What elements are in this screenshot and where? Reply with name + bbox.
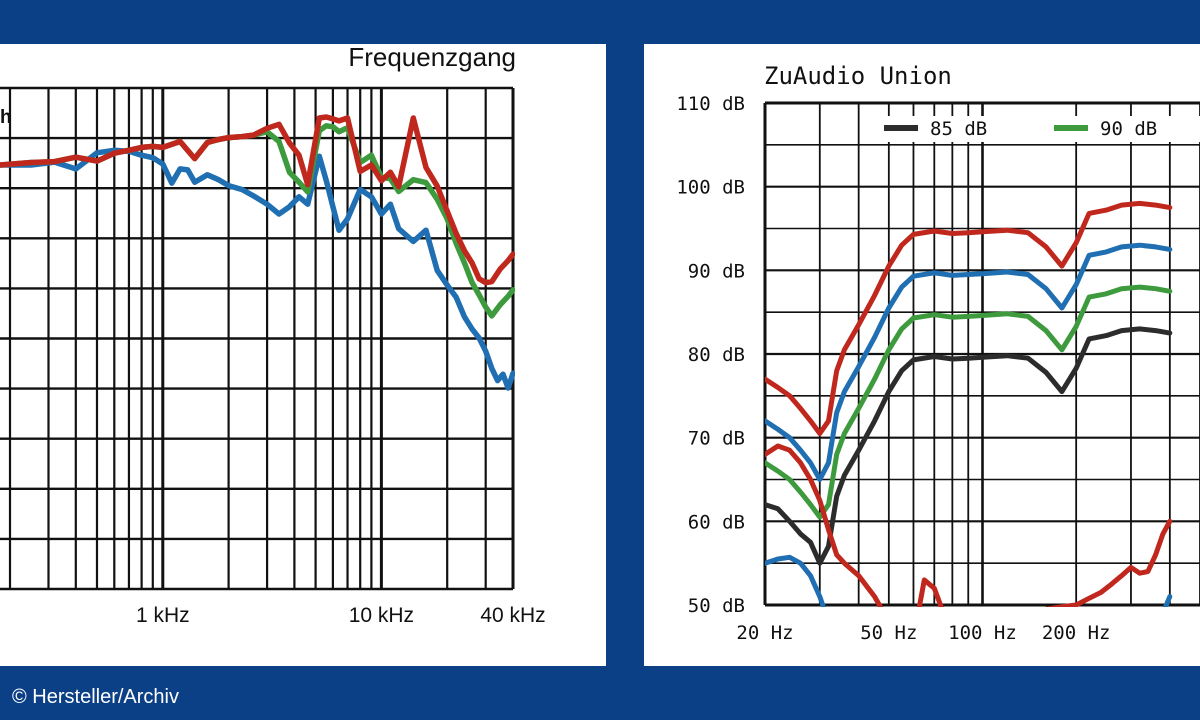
series-group <box>765 200 1173 607</box>
series-line <box>0 114 515 286</box>
chart-title: ZuAudio Union <box>764 62 952 90</box>
series-line <box>765 284 1173 520</box>
y-tick-label: 100 dB <box>676 177 745 199</box>
series-line <box>765 326 1173 566</box>
y-tick-label: 50 dB <box>688 595 745 617</box>
x-tick-label: 40 kHz <box>480 604 545 627</box>
left-chart-panel: Frequenzgang h 1 kHz 10 kHz 40 kHz <box>0 44 606 666</box>
corner-label: h <box>0 107 12 128</box>
series-line <box>765 242 1173 482</box>
series-group <box>0 114 515 391</box>
legend-background <box>876 116 1200 142</box>
photo-credit: © Hersteller/Archiv <box>12 686 179 708</box>
y-tick-label: 90 dB <box>688 260 745 282</box>
y-tick-label: 110 dB <box>676 93 745 115</box>
legend-label: 90 dB <box>1100 118 1157 140</box>
chart-title: Frequenzgang <box>348 44 516 72</box>
series-line <box>0 147 515 391</box>
x-tick-label: 20 Hz <box>736 622 793 644</box>
frequency-response-chart: Frequenzgang h 1 kHz 10 kHz 40 kHz <box>0 44 546 627</box>
series-line <box>765 554 1173 607</box>
y-tick-label: 80 dB <box>688 344 745 366</box>
x-tick-label: 200 Hz <box>1042 622 1111 644</box>
x-tick-label: 100 Hz <box>948 622 1017 644</box>
legend-label: 85 dB <box>930 118 987 140</box>
x-tick-label: 10 kHz <box>349 604 414 627</box>
x-tick-label: 1 kHz <box>136 604 190 627</box>
legend: 85 dB 90 dB <box>876 116 1200 142</box>
zuaudio-union-chart: ZuAudio Union 110 dB 100 dB 90 dB 80 dB 70 dB… <box>676 62 1200 644</box>
right-chart-panel: ZuAudio Union 110 dB 100 dB 90 dB 80 dB 70 dB… <box>644 44 1200 666</box>
x-tick-label: 50 Hz <box>860 622 917 644</box>
series-line <box>765 200 1173 436</box>
series-line <box>765 443 1173 607</box>
y-tick-label: 70 dB <box>688 428 745 450</box>
y-tick-label: 60 dB <box>688 511 745 533</box>
